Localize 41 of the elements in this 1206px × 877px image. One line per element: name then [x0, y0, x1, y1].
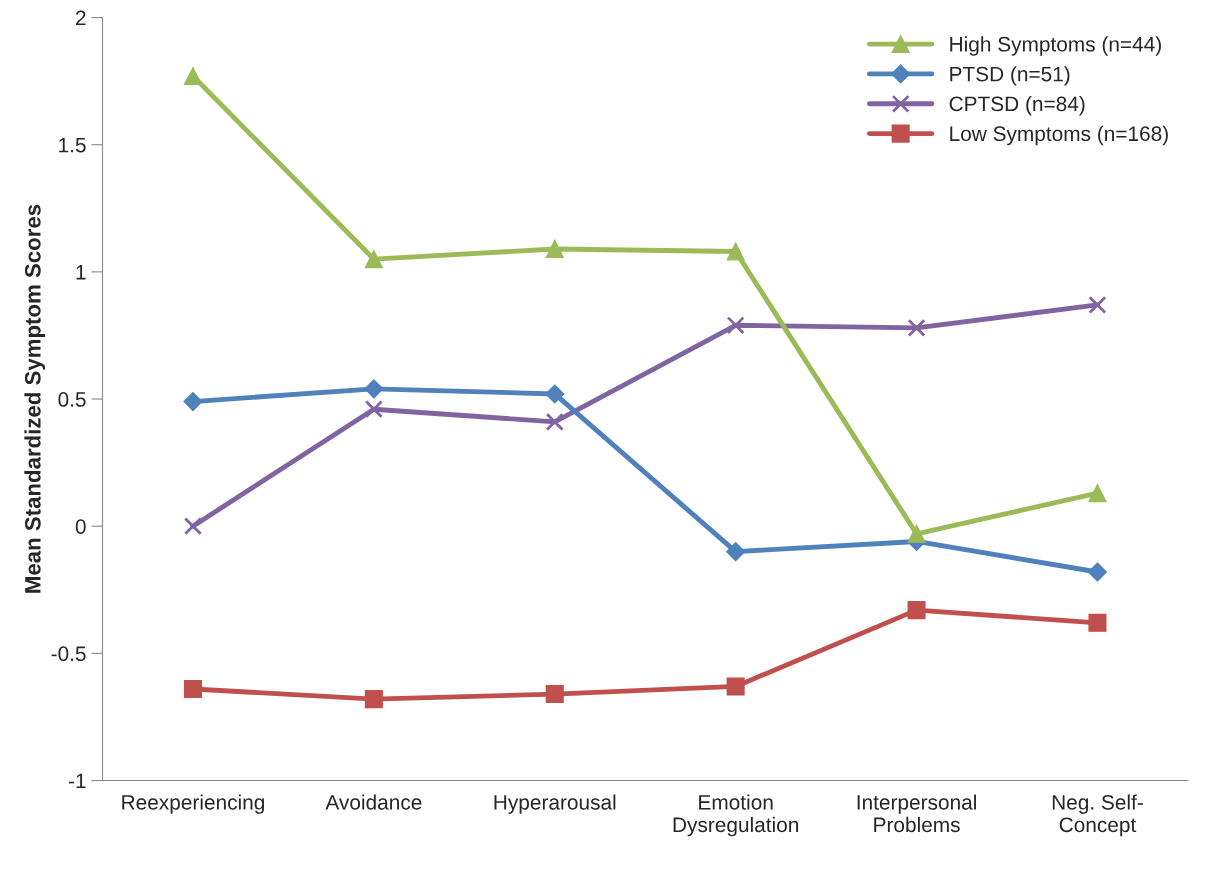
point	[183, 517, 202, 536]
x-tick-label: Interpersonal Problems	[857, 794, 976, 833]
point	[907, 524, 926, 543]
x-tick-label: Hyperarousal	[494, 794, 616, 814]
point	[545, 412, 564, 431]
y-axis-title: Mean Standardized Symptom Scores	[24, 204, 46, 593]
point	[1088, 613, 1107, 632]
point	[907, 601, 926, 620]
point	[1087, 562, 1107, 582]
point	[183, 67, 202, 86]
point	[364, 400, 383, 419]
y-tick-label: 1.5	[59, 137, 86, 153]
y-tick-label: 1	[76, 265, 86, 280]
legend-label: Low Symptoms (n=168)	[950, 125, 1168, 146]
legend-label: High Symptoms (n=44)	[950, 36, 1161, 56]
y-tick-label: -0.5	[51, 646, 86, 662]
legend-label: CPTSD (n=84)	[949, 95, 1085, 116]
point	[545, 685, 564, 704]
point	[364, 379, 384, 399]
point	[726, 242, 745, 261]
point	[726, 316, 745, 335]
point	[545, 384, 565, 404]
x-tick-label: Neg. Self- Concept	[1052, 794, 1143, 837]
point	[726, 542, 746, 562]
point	[183, 392, 203, 412]
x-tick-label: Avoidance	[325, 794, 422, 810]
point	[726, 677, 745, 696]
y-tick-label: 0.5	[58, 392, 86, 407]
y-tick-label: 2	[76, 10, 86, 26]
point	[545, 239, 564, 259]
point	[364, 690, 383, 709]
point	[364, 250, 383, 269]
x-tick-label: Emotion Dysregulation	[673, 794, 798, 837]
point	[907, 318, 926, 337]
point	[1088, 295, 1107, 314]
x-tick-label: Reexperiencing	[122, 794, 264, 814]
legend-label: PTSD (n=51)	[950, 66, 1070, 86]
point	[183, 679, 202, 698]
point	[1088, 484, 1107, 503]
y-tick-label: -1	[68, 773, 86, 789]
y-tick-label: 0	[75, 519, 86, 534]
